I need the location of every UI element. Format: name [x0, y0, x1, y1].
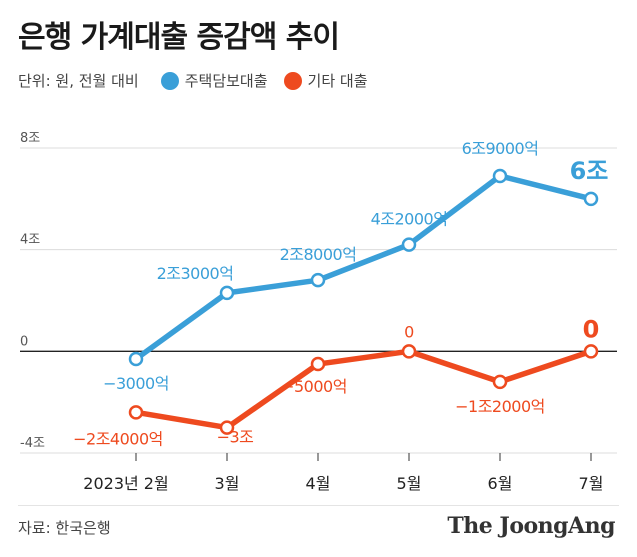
- x-tick-label: 7월: [579, 474, 604, 493]
- series-line-other: [133, 348, 594, 431]
- data-point-other: [128, 405, 144, 420]
- data-label-mortgage: 6조9000억: [462, 139, 539, 158]
- data-point-mortgage: [492, 168, 508, 184]
- data-label-mortgage: 6조: [570, 157, 609, 185]
- data-point-other: [401, 344, 417, 359]
- footer-divider: [18, 505, 619, 506]
- data-label-mortgage: 2조3000억: [157, 264, 234, 283]
- chart-title: 은행 가계대출 증감액 추이: [18, 20, 340, 55]
- data-label-other: −2조4000억: [73, 429, 163, 448]
- legend-label-other: 기타 대출: [307, 72, 368, 90]
- data-point-other: [583, 344, 599, 359]
- data-point-mortgage: [128, 351, 144, 367]
- data-label-other: 0: [404, 322, 414, 341]
- data-label-other: −3조: [217, 428, 254, 447]
- brand-logo: The JoongAng: [447, 513, 615, 539]
- data-point-mortgage: [310, 272, 326, 288]
- source-label: 자료: 한국은행: [18, 519, 111, 537]
- data-point-mortgage: [219, 285, 235, 301]
- data-label-mortgage: 4조2000억: [371, 210, 448, 229]
- data-point-other: [219, 420, 235, 435]
- legend-dot-mortgage: [160, 71, 179, 90]
- y-tick-label: -4조: [20, 436, 45, 451]
- y-tick-label: 0: [20, 334, 28, 349]
- data-label-other: −5000억: [281, 377, 347, 396]
- data-label-mortgage: 2조8000억: [280, 245, 357, 264]
- data-label-other: 0: [583, 315, 600, 343]
- data-point-other: [492, 374, 508, 390]
- legend-dot-other: [283, 71, 302, 90]
- x-tick-label: 5월: [397, 474, 422, 493]
- x-tick-label: 2023년 2월: [83, 474, 168, 493]
- line-chart: 8조 4조 0 -4조 2023년 2월 3월 4월 5월 6월 7월 −3000억 2조3000억 2…: [20, 131, 617, 493]
- x-tick-label: 6월: [488, 474, 513, 493]
- legend-item-other: 기타 대출: [283, 70, 368, 91]
- legend-item-mortgage: 주택담보대출: [160, 70, 268, 91]
- y-tick-label: 4조: [20, 233, 40, 248]
- data-label-other: −1조2000억: [455, 397, 545, 416]
- data-label-mortgage: −3000억: [103, 374, 169, 393]
- x-tick-label: 3월: [215, 474, 240, 493]
- data-point-mortgage: [583, 191, 599, 207]
- unit-label: 단위: 원, 전월 대비: [18, 72, 139, 90]
- series-line-mortgage: [133, 173, 594, 362]
- y-tick-label: 8조: [20, 131, 40, 146]
- x-tick-label: 4월: [306, 474, 331, 493]
- legend: 단위: 원, 전월 대비 주택담보대출 기타 대출: [18, 70, 384, 91]
- legend-label-mortgage: 주택담보대출: [184, 72, 268, 90]
- data-point-mortgage: [401, 237, 417, 252]
- data-point-other: [310, 356, 326, 372]
